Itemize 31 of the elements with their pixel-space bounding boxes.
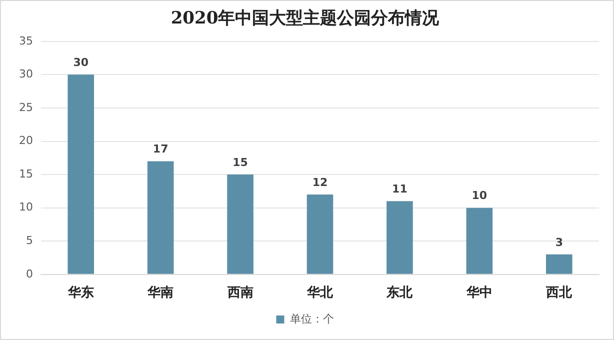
bar — [306, 194, 334, 274]
data-label: 17 — [152, 142, 168, 156]
x-tick-label: 华中 — [465, 286, 492, 301]
x-tick-label: 华南 — [146, 286, 174, 301]
legend-label: 单位：个 — [290, 312, 334, 326]
x-tick-label: 西南 — [226, 286, 254, 301]
data-label: 15 — [232, 156, 248, 169]
x-tick-label: 华北 — [306, 286, 334, 301]
y-tick-label: 20 — [18, 134, 33, 148]
y-tick-label: 25 — [18, 100, 33, 114]
bar — [466, 208, 493, 274]
y-tick-label: 10 — [18, 200, 33, 214]
bar — [546, 254, 572, 274]
y-tick-label: 30 — [18, 68, 33, 81]
y-tick-label: 0 — [26, 267, 33, 280]
y-tick-label: 5 — [26, 234, 33, 247]
data-label: 11 — [392, 182, 408, 196]
bar — [147, 161, 174, 274]
data-label: 3 — [555, 236, 563, 249]
bar — [68, 74, 94, 274]
x-tick-label: 西北 — [545, 286, 574, 301]
y-tick-label: 15 — [18, 167, 33, 180]
bar — [227, 174, 254, 274]
x-tick-label: 东北 — [386, 284, 414, 301]
x-tick-label: 华东 — [66, 284, 94, 301]
chart-title: 2020年中国大型主题公园分布情况 — [170, 8, 440, 29]
y-tick-label: 35 — [18, 34, 33, 48]
data-label: 10 — [472, 189, 488, 202]
data-label: 30 — [73, 56, 89, 70]
bar — [386, 201, 413, 274]
data-label: 12 — [312, 176, 328, 189]
